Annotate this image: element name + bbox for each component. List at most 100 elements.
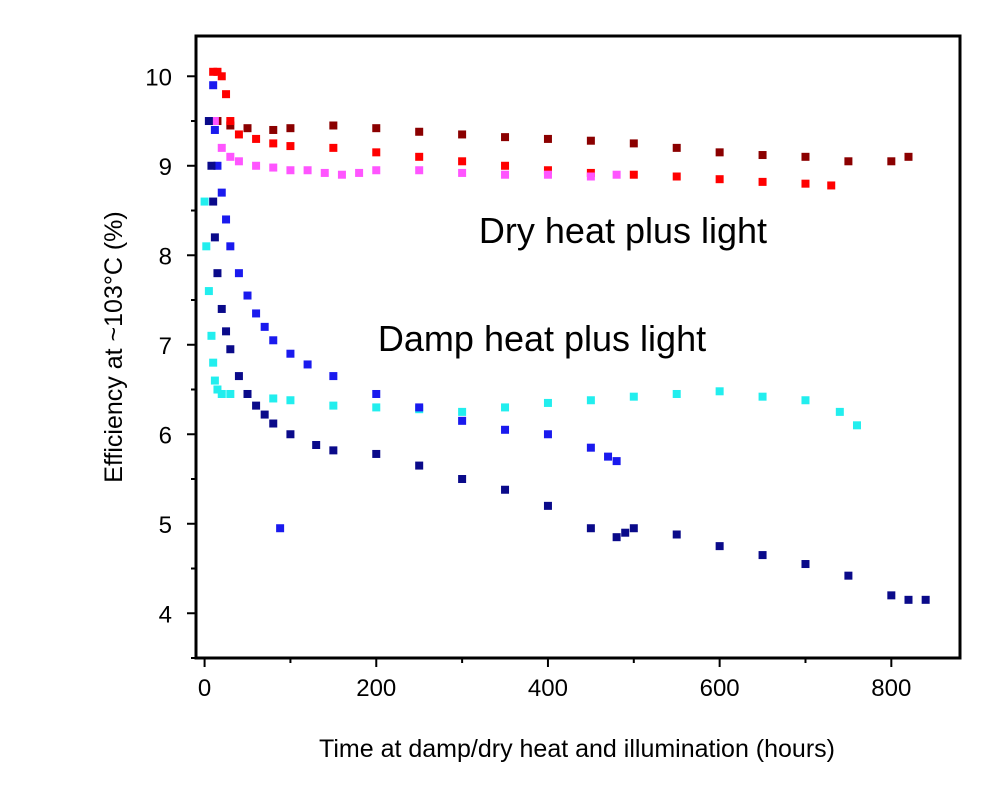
data-point: [260, 410, 269, 419]
data-point: [210, 117, 219, 126]
data-point: [269, 419, 278, 428]
data-point: [286, 349, 295, 358]
data-point: [252, 161, 261, 170]
x-tick-label: 0: [198, 675, 211, 702]
x-tick-label: 600: [700, 675, 740, 702]
data-point: [269, 336, 278, 345]
data-point: [226, 121, 235, 130]
data-point: [586, 172, 595, 181]
y-tick-label: 9: [159, 154, 172, 181]
data-point: [921, 595, 930, 604]
data-point: [286, 166, 295, 175]
data-point: [210, 376, 219, 385]
data-point: [835, 407, 844, 416]
y-tick-label: 10: [145, 64, 172, 91]
data-point: [329, 372, 338, 381]
series-5: [204, 117, 930, 604]
data-point: [372, 148, 381, 157]
data-point: [217, 304, 226, 313]
data-point: [543, 430, 552, 439]
series-1: [209, 67, 836, 190]
annotation-damp-heat: Damp heat plus light: [378, 318, 706, 359]
data-point: [207, 161, 216, 170]
data-point: [415, 127, 424, 136]
tick-labels: 0 200 400 600 800 4 5 6 7 8 9 10: [145, 64, 911, 702]
data-point: [226, 389, 235, 398]
data-point: [672, 389, 681, 398]
data-point: [222, 215, 231, 224]
data-point: [303, 360, 312, 369]
data-point: [303, 166, 312, 175]
data-point: [213, 269, 222, 278]
data-point: [286, 430, 295, 439]
data-point: [260, 322, 269, 331]
y-tick-label: 4: [159, 601, 172, 628]
data-point: [629, 170, 638, 179]
tick-marks: [187, 75, 893, 667]
series-6: [276, 524, 285, 533]
data-point: [672, 172, 681, 181]
data-point: [202, 242, 211, 251]
data-point: [672, 143, 681, 152]
data-point: [543, 398, 552, 407]
data-point: [329, 143, 338, 152]
data-point: [252, 309, 261, 318]
data-point: [543, 170, 552, 179]
data-point: [801, 396, 810, 405]
data-point: [234, 269, 243, 278]
data-point: [715, 542, 724, 551]
data-point: [801, 152, 810, 161]
data-point: [458, 168, 467, 177]
data-point: [269, 163, 278, 172]
data-point: [286, 396, 295, 405]
data-point: [243, 124, 252, 133]
data-point: [234, 372, 243, 381]
y-axis-title: Efficiency at ~103°C (%): [100, 211, 128, 482]
data-point: [209, 197, 218, 206]
data-point: [372, 124, 381, 133]
data-point: [458, 130, 467, 139]
data-point: [586, 524, 595, 533]
data-point: [501, 133, 510, 142]
plot-frame: [194, 34, 962, 660]
data-point: [758, 551, 767, 560]
data-point: [543, 501, 552, 510]
x-axis-title: Time at damp/dry heat and illumination (…: [319, 735, 835, 763]
data-point: [337, 170, 346, 179]
data-point: [204, 117, 213, 126]
data-point: [904, 152, 913, 161]
data-point: [210, 233, 219, 242]
data-point: [234, 157, 243, 166]
data-point: [200, 197, 209, 206]
data-point: [415, 461, 424, 470]
data-point: [269, 394, 278, 403]
data-point: [844, 157, 853, 166]
data-point: [217, 72, 226, 81]
data-point: [222, 90, 231, 99]
data-point: [852, 421, 861, 430]
data-point: [844, 571, 853, 580]
data-point: [213, 385, 222, 394]
data-point: [672, 530, 681, 539]
data-point: [329, 121, 338, 130]
data-point: [501, 485, 510, 494]
data-point: [715, 175, 724, 184]
data-point: [758, 177, 767, 186]
y-tick-label: 7: [159, 333, 172, 360]
data-point: [887, 591, 896, 600]
data-point: [604, 452, 613, 461]
data-point: [415, 166, 424, 175]
data-point: [501, 161, 510, 170]
data-point: [458, 475, 467, 484]
data-points: [200, 67, 930, 604]
data-point: [629, 139, 638, 148]
data-point: [252, 134, 261, 143]
data-point: [204, 287, 213, 296]
data-point: [320, 168, 329, 177]
data-point: [715, 387, 724, 396]
series-2: [210, 117, 621, 181]
data-point: [269, 139, 278, 148]
data-point: [629, 392, 638, 401]
